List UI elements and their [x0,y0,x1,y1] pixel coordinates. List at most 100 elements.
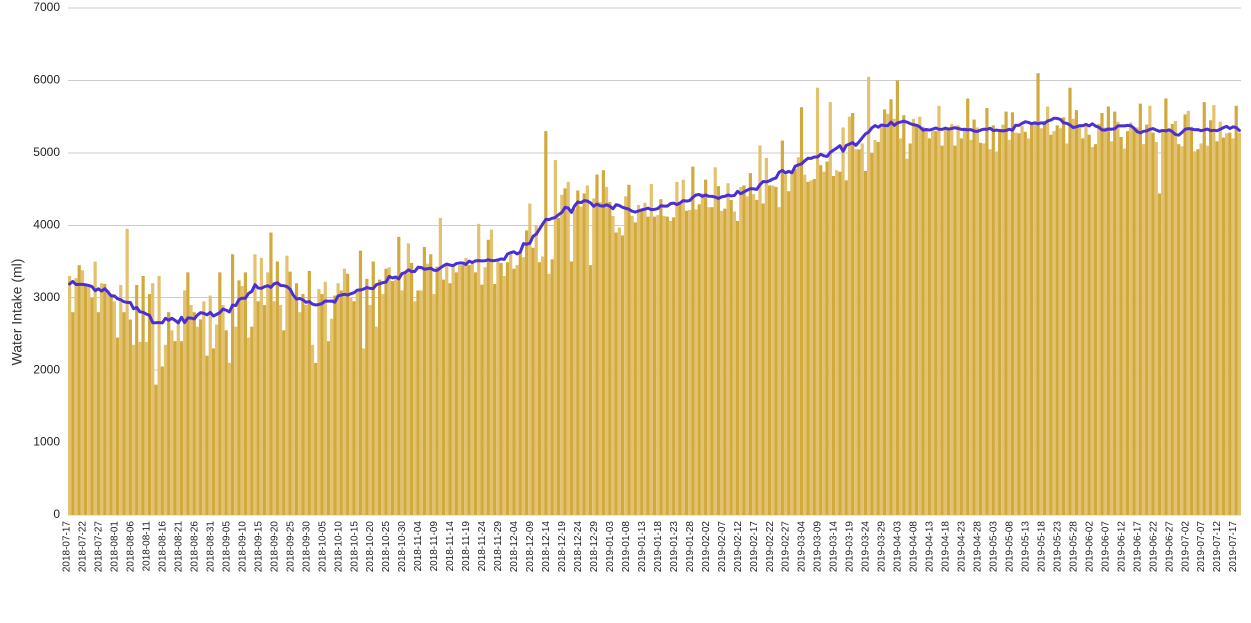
bar [157,276,160,515]
x-tick-label: 2018-09-15 [253,521,264,573]
bar [893,119,896,515]
x-tick-label: 2018-07-22 [78,521,89,573]
bar [982,143,985,515]
bar [135,285,138,515]
bar [950,124,953,515]
x-tick-label: 2019-01-03 [605,521,616,573]
bar [928,138,931,515]
bar [717,186,720,515]
bar [1177,144,1180,515]
bar [864,171,867,515]
bar [851,113,854,515]
x-tick-label: 2018-09-10 [237,521,248,573]
x-tick-label: 2018-12-04 [509,521,520,573]
bar [557,218,560,515]
x-tick-label: 2019-02-27 [781,521,792,573]
bar [305,305,308,515]
y-tick-label: 1000 [33,435,60,449]
bar [771,185,774,515]
y-tick-label: 4000 [33,217,60,231]
x-tick-label: 2018-08-26 [189,521,200,573]
bar [429,254,432,515]
bar [439,218,442,515]
bar [825,162,828,515]
bar [368,305,371,515]
bar [241,286,244,515]
bar [774,187,777,515]
bar [343,269,346,515]
bar [781,141,784,515]
bar [586,185,589,515]
bar [298,312,301,515]
bar [650,184,653,515]
x-tick-label: 2019-07-02 [1180,521,1191,573]
bar [621,235,624,515]
bar [68,276,71,515]
bar [579,206,582,515]
x-tick-label: 2018-11-24 [477,521,488,572]
bar [1043,121,1046,515]
bar [1113,112,1116,515]
bar [656,215,659,515]
bar [784,175,787,515]
x-tick-label: 2018-12-29 [589,521,600,573]
bar [432,294,435,515]
bar [889,99,892,515]
bar [426,264,429,515]
bar [97,312,100,515]
bar [918,117,921,515]
bar [870,153,873,515]
bar [937,106,940,515]
bar [384,269,387,515]
bar [528,204,531,515]
x-tick-label: 2018-12-14 [541,521,552,573]
bar [704,180,707,515]
bar [186,272,189,515]
x-tick-label: 2019-03-24 [861,521,872,573]
bar [653,217,656,515]
bar [989,149,992,515]
bar [1017,133,1020,515]
bar [436,267,439,515]
bar [672,217,675,515]
bar [778,207,781,515]
bar [180,341,183,515]
bar [110,294,113,515]
bar [685,211,688,515]
bar [589,265,592,515]
bar [752,194,755,515]
bar [678,204,681,515]
bar [170,330,173,515]
bar [78,265,81,515]
bar [212,348,215,515]
bar [682,180,685,515]
bar [1148,106,1151,515]
bar [1056,125,1059,515]
bar [484,267,487,515]
bar [372,262,375,516]
bar [231,254,234,515]
bar [861,143,864,515]
bar [592,198,595,515]
bar [701,193,704,515]
bar [199,319,202,515]
x-tick-label: 2019-04-28 [973,521,984,573]
bar [202,301,205,515]
bar [365,279,368,515]
bar [570,262,573,516]
bar [378,280,381,515]
bar [1196,149,1199,515]
bar [710,207,713,515]
bar [250,327,253,515]
bar [1126,131,1129,515]
bar [631,216,634,515]
bar [720,211,723,515]
bar [797,157,800,515]
bar [362,348,365,515]
bar [468,265,471,515]
bar [921,127,924,515]
bar [1030,123,1033,515]
bar [173,341,176,515]
x-tick-label: 2019-04-23 [957,521,968,573]
bar [1011,112,1014,515]
